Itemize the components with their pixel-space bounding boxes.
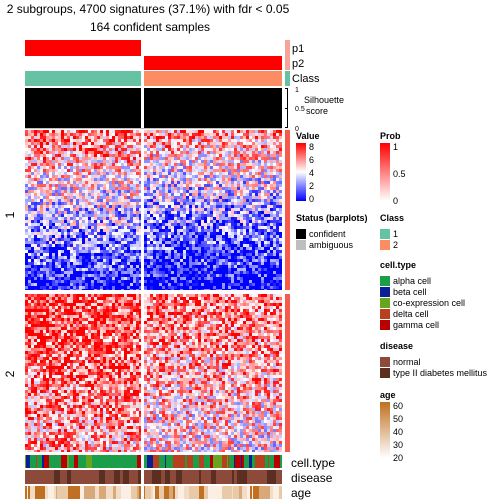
legend-status-title: Status (barplots) bbox=[296, 213, 368, 223]
legend-value-title: Value bbox=[296, 131, 320, 141]
silhouette-axis: 1 0.5 0 Silhouette score bbox=[285, 87, 344, 133]
legend-class-label-1: 1 bbox=[393, 229, 398, 239]
p2-label: p2 bbox=[292, 58, 304, 70]
silhouette-label-line2: score bbox=[306, 106, 328, 116]
legend-value-tick-4: 4 bbox=[309, 168, 314, 178]
disease-track-label: disease bbox=[291, 471, 333, 485]
legend-cell-type-swatch-alpha bbox=[380, 276, 390, 286]
legend-age-gradient bbox=[380, 402, 390, 458]
legend-class-swatch-1 bbox=[380, 229, 390, 239]
legend-prob-tick-0: 0 bbox=[393, 196, 398, 206]
legend-value-tick-0: 0 bbox=[309, 194, 314, 204]
legend-value-tick-2: 2 bbox=[309, 181, 314, 191]
chart-subtitle: 164 confident samples bbox=[90, 20, 210, 34]
legend-value-gradient bbox=[296, 143, 306, 201]
row-prob-strip-2 bbox=[285, 294, 290, 452]
cell-type-track-label: cell.type bbox=[291, 456, 335, 470]
legend-disease-swatch-normal bbox=[380, 357, 390, 367]
legend-disease: disease normal type II diabetes mellitus bbox=[380, 341, 488, 378]
row-prob-strip-1 bbox=[285, 130, 290, 290]
row-group-label-2: 2 bbox=[3, 370, 17, 377]
heatmap-block-r1-c1 bbox=[25, 130, 141, 290]
p1-label: p1 bbox=[292, 43, 304, 55]
p1-prob-strip bbox=[285, 40, 290, 86]
legend-cell-type-label-coexpression: co-expression cell bbox=[393, 298, 465, 308]
p1-track bbox=[25, 40, 282, 56]
legend-disease-label-normal: normal bbox=[393, 357, 421, 367]
heatmap-block-r2-c2 bbox=[144, 294, 282, 452]
legend-cell-type-swatch-coexpression bbox=[380, 298, 390, 308]
legend-age: age 60 50 40 30 20 bbox=[380, 390, 403, 463]
class-label: Class bbox=[292, 73, 320, 85]
legend-cell-type: cell.type alpha cell beta cell co-expres… bbox=[380, 260, 465, 330]
legend-status-label-confident: confident bbox=[309, 229, 346, 239]
legend-disease-swatch-t2d bbox=[380, 368, 390, 378]
silhouette-label-line1: Silhouette bbox=[304, 95, 344, 105]
silhouette-tick-0: 0 bbox=[295, 126, 299, 133]
legend-value-tick-8: 8 bbox=[309, 142, 314, 152]
p2-track bbox=[25, 56, 282, 70]
legend-cell-type-swatch-gamma bbox=[380, 320, 390, 330]
disease-track bbox=[25, 470, 282, 484]
legend-status: Status (barplots) confident ambiguous bbox=[296, 213, 368, 250]
legend-class-label-2: 2 bbox=[393, 240, 398, 250]
chart-title: 2 subgroups, 4700 signatures (37.1%) wit… bbox=[7, 2, 290, 16]
legend-class-swatch-2 bbox=[380, 240, 390, 250]
row-group-label-1: 1 bbox=[3, 211, 17, 218]
silhouette-tick-0-5: 0.5 bbox=[295, 106, 305, 113]
legend-age-tick-50: 50 bbox=[393, 414, 403, 424]
age-track-label: age bbox=[291, 486, 311, 500]
legend-cell-type-label-alpha: alpha cell bbox=[393, 276, 431, 286]
legend-cell-type-title: cell.type bbox=[380, 260, 416, 270]
legend-prob: Prob 1 0.5 0 bbox=[380, 131, 406, 206]
legend-class: Class 1 2 bbox=[380, 213, 404, 250]
legend-cell-type-label-gamma: gamma cell bbox=[393, 320, 439, 330]
cell-type-track bbox=[25, 455, 282, 468]
legend-cell-type-swatch-beta bbox=[380, 287, 390, 297]
class-track bbox=[25, 71, 282, 86]
legend-age-tick-60: 60 bbox=[393, 401, 403, 411]
legend-status-swatch-confident bbox=[296, 229, 306, 239]
legend-cell-type-label-delta: delta cell bbox=[393, 309, 429, 319]
silhouette-tick-1: 1 bbox=[295, 87, 299, 94]
heatmap-body bbox=[25, 130, 290, 452]
legend-age-title: age bbox=[380, 390, 396, 400]
legend-cell-type-label-beta: beta cell bbox=[393, 287, 427, 297]
legend-class-title: Class bbox=[380, 213, 404, 223]
legend-prob-tick-1: 1 bbox=[393, 142, 398, 152]
legend-disease-label-t2d: type II diabetes mellitus bbox=[393, 368, 488, 378]
legend-value-tick-6: 6 bbox=[309, 155, 314, 165]
legend-age-tick-30: 30 bbox=[393, 440, 403, 450]
legend-value: Value 8 6 4 2 0 bbox=[296, 131, 320, 204]
legend-cell-type-swatch-delta bbox=[380, 309, 390, 319]
legend-prob-tick-0-5: 0.5 bbox=[393, 169, 406, 179]
legend-disease-title: disease bbox=[380, 341, 413, 351]
legend-age-tick-20: 20 bbox=[393, 453, 403, 463]
legend-prob-gradient bbox=[380, 143, 390, 201]
silhouette-track bbox=[25, 88, 282, 129]
legend-status-label-ambiguous: ambiguous bbox=[309, 240, 354, 250]
heatmap-block-r1-c2 bbox=[144, 130, 282, 290]
heatmap-block-r2-c1 bbox=[25, 294, 141, 452]
legend-status-swatch-ambiguous bbox=[296, 240, 306, 250]
legend-prob-title: Prob bbox=[380, 131, 401, 141]
bottom-annotation-tracks bbox=[25, 455, 282, 499]
legend-age-tick-40: 40 bbox=[393, 427, 403, 437]
age-track bbox=[25, 486, 282, 499]
